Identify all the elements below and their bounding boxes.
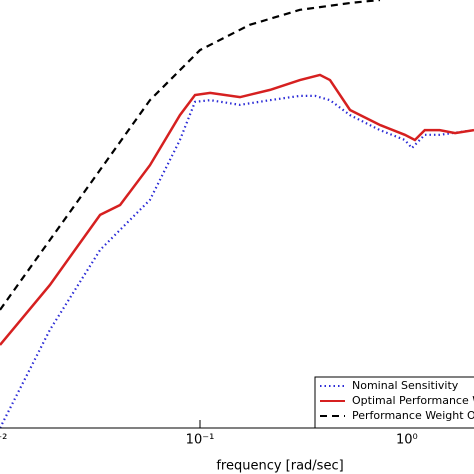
- line-series: [0, 0, 381, 311]
- line-series: [0, 94, 474, 429]
- legend-box: [314, 376, 474, 429]
- x-tick-label: 10⁻²: [0, 433, 7, 448]
- legend: Nominal Sensitivity Optimal Performance W…: [314, 376, 474, 429]
- line-series: [0, 73, 474, 346]
- x-axis-label: frequency [rad/sec]: [216, 459, 343, 474]
- legend-label: Nominal Sensitivity: [352, 379, 459, 392]
- x-tick-label: 10⁰: [396, 433, 418, 448]
- x-tick-label: 10⁻¹: [186, 433, 215, 448]
- legend-label: Performance Weight O: [352, 409, 474, 422]
- legend-label: Optimal Performance W: [352, 394, 474, 407]
